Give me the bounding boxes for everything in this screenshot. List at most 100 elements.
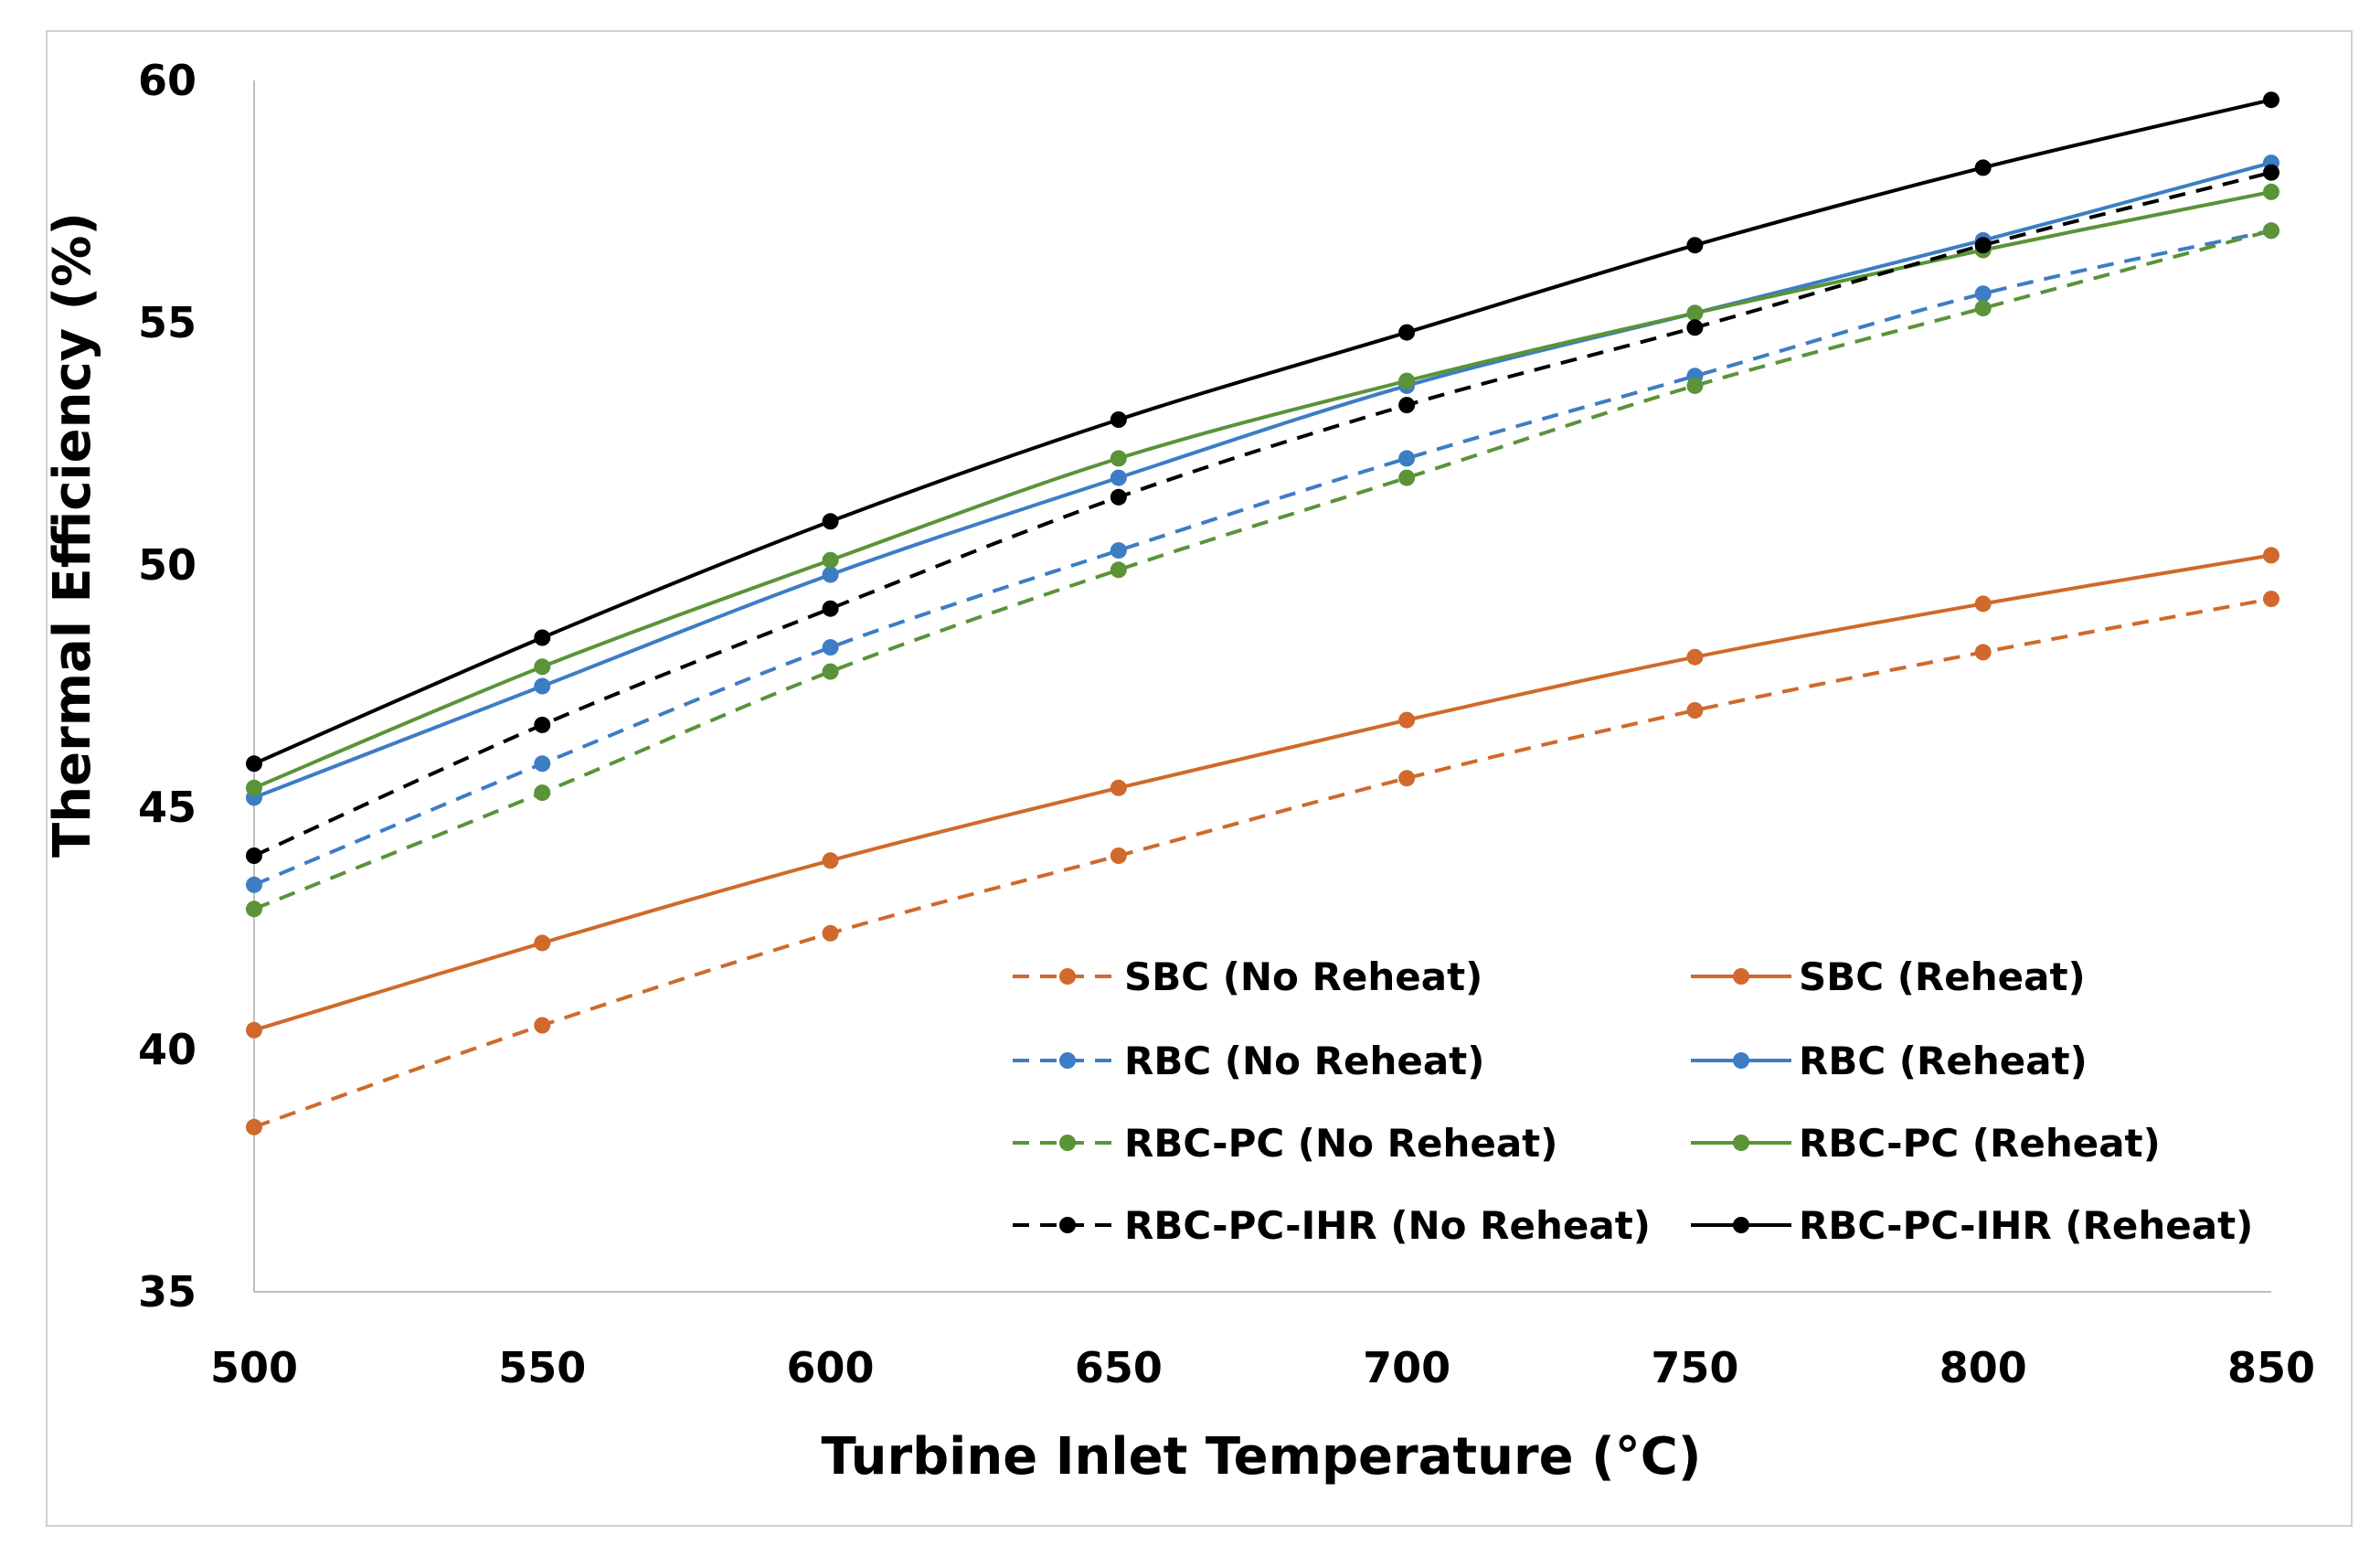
data-point [1110,469,1127,486]
data-point [1110,561,1127,579]
data-point [2263,164,2279,181]
data-point [822,852,839,869]
x-tick-label: 700 [1363,1343,1450,1392]
x-tick-label: 650 [1075,1343,1163,1392]
data-point [1110,779,1127,796]
data-point [822,513,839,530]
data-point [2263,222,2279,240]
legend-swatch-marker [1733,1217,1749,1233]
series-sbc-no-reheat [246,591,2279,1135]
y-tick-label: 60 [138,56,197,105]
data-point [1398,711,1416,729]
x-tick-label: 550 [498,1343,586,1392]
data-point [534,934,551,952]
y-tick-label: 45 [138,783,197,832]
data-point [246,1118,262,1135]
series-line [253,189,2272,790]
data-point [1686,377,1704,394]
data-point [2263,547,2279,564]
data-point [1974,237,1992,254]
data-point [1398,324,1416,341]
data-point [822,551,839,569]
data-point [1974,285,1992,303]
data-point [822,639,839,656]
legend-item: RBC-PC (No Reheat) [1013,1121,1557,1166]
data-point [246,876,262,893]
data-point [1974,159,1992,176]
data-point [1686,237,1704,254]
legend-swatch-marker [1733,1052,1749,1069]
series-line [253,161,2272,800]
data-point [246,779,262,796]
legend-label: RBC-PC (Reheat) [1799,1121,2161,1166]
x-tick-label: 800 [1939,1343,2027,1392]
legend-item: RBC (Reheat) [1691,1039,2088,1083]
data-point [1398,397,1416,414]
data-point [822,566,839,583]
x-axis-title: Turbine Inlet Temperature (°C) [822,1427,1702,1487]
data-point [1686,319,1704,336]
legend-label: SBC (Reheat) [1799,954,2086,999]
x-tick-label: 750 [1651,1343,1738,1392]
legend-item: SBC (No Reheat) [1013,954,1482,999]
legend-item: SBC (Reheat) [1691,954,2086,999]
axes: 35 40 45 50 55 60 500 550 600 650 700 750 800 850 [138,56,2315,1392]
y-tick-label: 55 [138,298,197,347]
legend-item: RBC (No Reheat) [1013,1039,1484,1083]
data-point [1686,702,1704,719]
series-rbc-pc-ihr-reheat [246,91,2279,773]
legend-swatch-marker [1059,1052,1076,1069]
x-tick-label: 600 [787,1343,875,1392]
series-layer [246,91,2279,1135]
legend-label: RBC-PC-IHR (No Reheat) [1124,1203,1651,1248]
data-point [534,629,551,646]
data-point [822,600,839,617]
data-point [1110,542,1127,560]
data-point [1398,770,1416,787]
data-point [534,658,551,676]
data-point [1110,450,1127,467]
series-line [253,597,2272,1129]
data-point [534,716,551,733]
legend-label: SBC (No Reheat) [1124,954,1482,999]
data-point [2263,91,2279,109]
y-axis-title: Thermal Efficiency (%) [43,212,102,858]
series-line [253,229,2272,887]
legend-swatch-marker [1733,968,1749,985]
series-rbc-pc-reheat [246,183,2279,796]
data-point [1974,595,1992,613]
data-point [1398,469,1416,486]
data-point [246,755,262,773]
data-point [1398,372,1416,389]
data-point [2263,183,2279,200]
legend-swatch-marker [1059,1217,1076,1233]
y-tick-label: 35 [138,1267,197,1316]
data-point [1110,411,1127,428]
data-point [822,924,839,942]
data-point [246,847,262,864]
y-tick-label: 40 [138,1025,197,1074]
data-point [1110,847,1127,864]
data-point [2263,591,2279,608]
data-point [534,755,551,773]
y-tick-label: 50 [138,540,197,590]
legend-label: RBC (Reheat) [1799,1039,2088,1083]
data-point [534,784,551,802]
data-point [1974,300,1992,317]
data-point [1398,450,1416,467]
legend-item: RBC-PC-IHR (Reheat) [1691,1203,2253,1248]
data-point [1110,488,1127,506]
data-point [534,1017,551,1034]
x-tick-label: 850 [2227,1343,2315,1392]
data-point [246,901,262,918]
series-line [253,229,2272,911]
series-line [253,553,2272,1032]
data-point [1974,644,1992,661]
legend-item: RBC-PC-IHR (No Reheat) [1013,1203,1651,1248]
series-line [253,98,2272,766]
series-line [253,170,2272,858]
series-rbc-pc-no-reheat [246,222,2279,918]
series-rbc-pc-ihr-no-reheat [246,164,2279,864]
data-point [246,1021,262,1039]
